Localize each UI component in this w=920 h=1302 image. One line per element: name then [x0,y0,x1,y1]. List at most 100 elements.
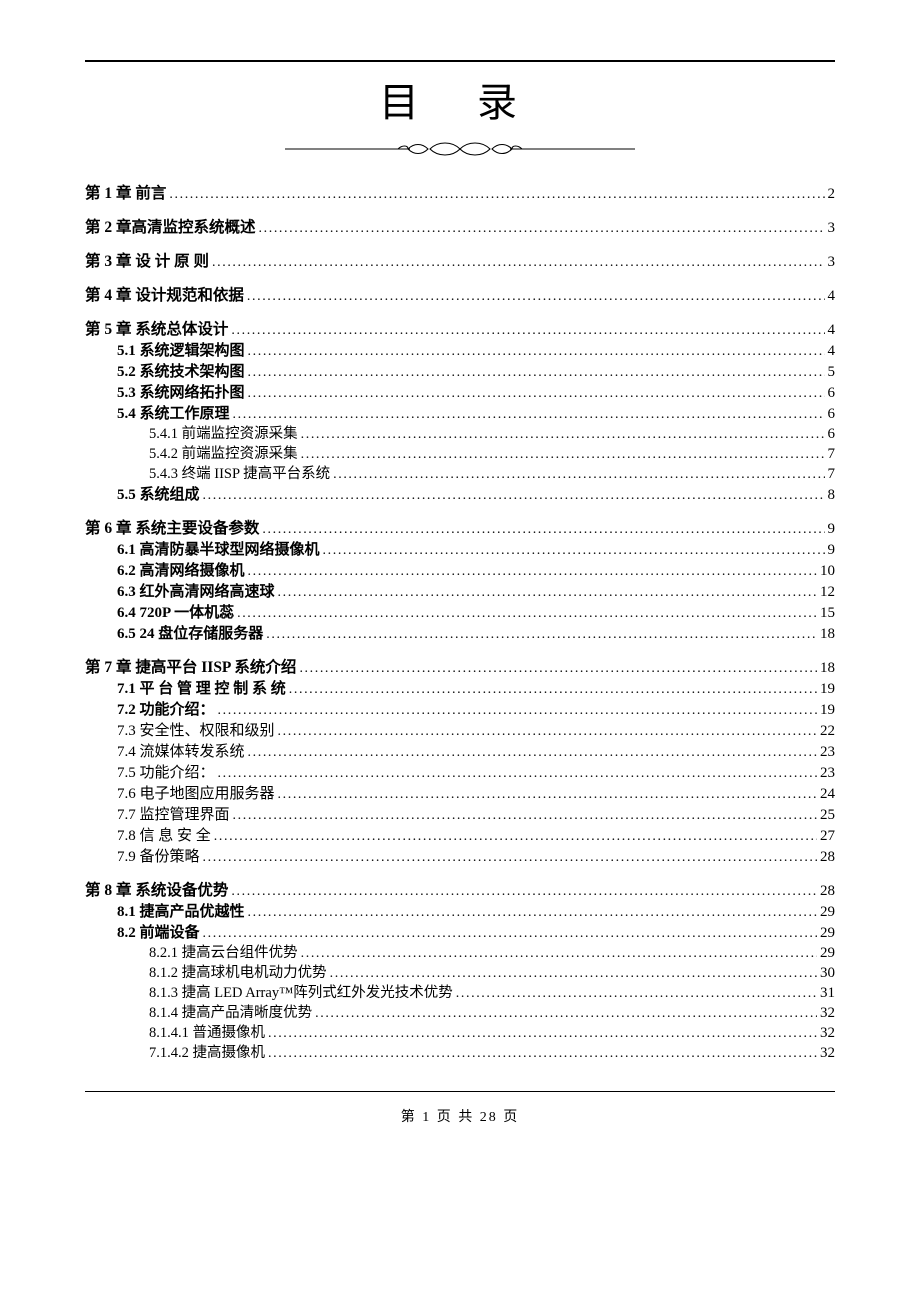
toc-entry-page: 3 [828,255,836,270]
toc-entry: 8.2 前端设备 29 [117,926,835,941]
toc-leader-dots [248,745,817,760]
toc-entry-page: 5 [828,365,836,380]
bottom-rule [85,1091,835,1092]
toc-entry: 6.1 高清防暴半球型网络摄像机9 [117,543,835,558]
toc-entry-label: 8.1 捷高产品优越性 [117,905,245,920]
toc-leader-dots [231,883,817,899]
toc-entry-page: 32 [820,1026,835,1041]
toc-entry-page: 29 [820,946,835,961]
toc-leader-dots [231,322,824,338]
toc-leader-dots [248,905,817,920]
toc-entry-label: 7.5 功能介绍： [117,766,215,781]
toc-entry-label: 5.4.3 终端 IISP 捷高平台系统 [149,467,330,482]
toc-entry-label: 6.1 高清防暴半球型网络摄像机 [117,543,320,558]
toc-entry-page: 2 [828,187,836,202]
toc-entry-label: 第 7 章 捷高平台 IISP 系统介绍 [85,660,296,676]
toc-entry: 8.1.2 捷高球机电机动力优势 30 [149,966,835,981]
toc-entry: 5.3 系统网络拓扑图6 [117,386,835,401]
toc-entry-page: 4 [828,344,836,359]
toc-entry-page: 32 [820,1006,835,1021]
toc-entry-label: 第 6 章 系统主要设备参数 [85,521,259,537]
toc-entry: 8.1.3 捷高 LED Array™阵列式红外发光技术优势 31 [149,986,835,1001]
toc-entry-page: 15 [820,606,835,621]
toc-entry-page: 23 [820,745,835,760]
toc-entry-page: 6 [828,386,836,401]
toc-entry-page: 29 [820,905,835,920]
toc-entry-label: 8.1.2 捷高球机电机动力优势 [149,966,327,981]
toc-entry: 5.4 系统工作原理 6 [117,407,835,422]
toc-entry: 5.5 系统组成8 [117,488,835,503]
document-page: 目 录 第 1 章 前言2第 2 章高清监控系统概述3第 3 章 设 计 原 则… [0,0,920,1176]
toc-leader-dots [333,467,824,482]
toc-entry-page: 25 [820,808,835,823]
toc-entry: 5.4.2 前端监控资源采集 7 [149,447,835,462]
toc-entry-label: 7.3 安全性、权限和级别 [117,724,275,739]
page-footer: 第 1 页 共 28 页 [85,1106,835,1126]
toc-leader-dots [289,682,817,697]
toc-container: 第 1 章 前言2第 2 章高清监控系统概述3第 3 章 设 计 原 则3第 4… [85,186,835,1061]
toc-entry-label: 6.4 720P 一体机蕊 [117,606,234,621]
toc-leader-dots [266,627,817,642]
toc-entry: 7.6 电子地图应用服务器24 [117,787,835,802]
toc-leader-dots [169,186,824,202]
toc-leader-dots [259,220,825,236]
top-rule [85,60,835,62]
toc-entry-label: 7.9 备份策略 [117,850,200,865]
toc-leader-dots [323,543,825,558]
toc-leader-dots [203,850,817,865]
toc-entry-page: 29 [820,926,835,941]
toc-entry-label: 8.2 前端设备 [117,926,200,941]
toc-leader-dots [203,488,825,503]
toc-leader-dots [301,946,817,961]
toc-entry-label: 6.2 高清网络摄像机 [117,564,245,579]
toc-entry-page: 6 [828,407,836,422]
toc-entry-page: 31 [820,986,835,1001]
toc-entry: 第 4 章 设计规范和依据4 [85,288,835,304]
toc-entry-label: 7.4 流媒体转发系统 [117,745,245,760]
toc-leader-dots [268,1026,817,1041]
toc-entry: 7.1.4.2 捷高摄像机32 [149,1046,835,1061]
toc-entry-label: 第 8 章 系统设备优势 [85,883,228,899]
toc-entry: 6.2 高清网络摄像机10 [117,564,835,579]
toc-entry: 6.3 红外高清网络高速球12 [117,585,835,600]
toc-entry-page: 28 [820,884,835,899]
toc-entry: 7.3 安全性、权限和级别 22 [117,724,835,739]
toc-entry-page: 4 [828,289,836,304]
toc-entry-page: 30 [820,966,835,981]
toc-leader-dots [247,288,825,304]
toc-leader-dots [278,787,817,802]
toc-entry-label: 7.6 电子地图应用服务器 [117,787,275,802]
toc-entry: 5.4.3 终端 IISP 捷高平台系统7 [149,467,835,482]
toc-leader-dots [315,1006,817,1021]
toc-entry-page: 3 [828,221,836,236]
toc-entry: 8.1 捷高产品优越性 29 [117,905,835,920]
toc-leader-dots [212,254,824,270]
toc-title: 目 录 [85,70,835,128]
toc-entry: 5.1 系统逻辑架构图4 [117,344,835,359]
toc-entry-label: 5.4 系统工作原理 [117,407,230,422]
toc-entry-page: 19 [820,703,835,718]
toc-leader-dots [330,966,817,981]
toc-entry-label: 6.5 24 盘位存储服务器 [117,627,263,642]
toc-entry: 6.5 24 盘位存储服务器18 [117,627,835,642]
toc-entry: 第 3 章 设 计 原 则 3 [85,254,835,270]
toc-entry-label: 第 5 章 系统总体设计 [85,322,228,338]
toc-entry: 5.2 系统技术架构图5 [117,365,835,380]
toc-entry-page: 22 [820,724,835,739]
toc-entry-label: 第 3 章 设 计 原 则 [85,254,209,270]
toc-entry: 7.2 功能介绍： 19 [117,703,835,718]
toc-entry: 7.7 监控管理界面25 [117,808,835,823]
toc-entry-page: 18 [820,661,835,676]
toc-entry-page: 23 [820,766,835,781]
toc-entry-label: 5.4.2 前端监控资源采集 [149,447,298,462]
toc-leader-dots [262,521,824,537]
toc-entry-label: 7.2 功能介绍： [117,703,215,718]
toc-entry-page: 7 [828,447,836,462]
toc-leader-dots [237,606,817,621]
toc-leader-dots [278,585,817,600]
toc-entry-label: 8.1.3 捷高 LED Array™阵列式红外发光技术优势 [149,986,453,1001]
toc-entry-page: 28 [820,850,835,865]
toc-entry-label: 7.8 信 息 安 全 [117,829,211,844]
toc-entry-label: 5.5 系统组成 [117,488,200,503]
toc-leader-dots [203,926,817,941]
